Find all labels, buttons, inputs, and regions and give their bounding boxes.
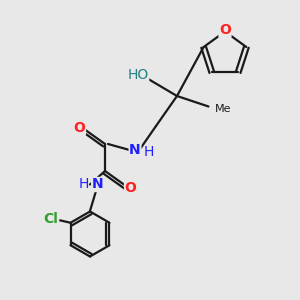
Text: O: O [219, 23, 231, 37]
Text: HO: HO [128, 68, 148, 82]
Text: H: H [79, 178, 89, 191]
Text: O: O [124, 181, 136, 194]
Text: Cl: Cl [44, 212, 59, 226]
Text: O: O [74, 121, 86, 134]
Text: Me: Me [214, 104, 231, 115]
Text: N: N [92, 178, 103, 191]
Text: H: H [143, 145, 154, 158]
Text: N: N [129, 143, 141, 157]
